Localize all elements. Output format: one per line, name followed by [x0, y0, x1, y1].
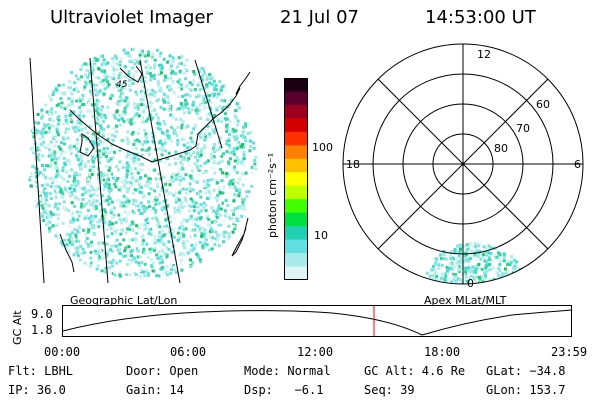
colorbar-segment: [284, 185, 308, 200]
emission-pixels: [425, 242, 524, 284]
colorbar-segment: [284, 104, 308, 119]
colorbar-segment: [284, 172, 308, 187]
longitude-line: [194, 59, 223, 149]
colorbar-segment: [284, 145, 308, 160]
mlt-label-12: 12: [477, 48, 491, 61]
info-gc-alt: GC Alt: 4.6 Re: [364, 364, 466, 378]
alt-xtick-1200: 12:00: [297, 345, 334, 359]
info-glat: GLat: −34.8: [486, 364, 566, 378]
longitude-line: [139, 59, 181, 284]
colorbar-segment: [284, 266, 308, 280]
info-filter: Flt: LBHL: [8, 364, 74, 378]
coastline: [231, 217, 249, 257]
colorbar-segment: [284, 253, 308, 268]
alt-ytick-low: 1.8: [31, 323, 53, 337]
color-bar: [284, 78, 308, 280]
alt-plot-ylabel: GC Alt: [11, 310, 24, 345]
info-door: Door: Open: [126, 364, 199, 378]
alt-xtick-0000: 00:00: [44, 345, 81, 359]
geographic-image-panel: 45: [28, 47, 258, 284]
info-mode: Mode: Normal: [244, 364, 331, 378]
mlt-label-18: 18: [346, 158, 360, 171]
coastline: [235, 71, 251, 95]
coastline: [59, 233, 75, 273]
colorbar-segment: [284, 212, 308, 227]
mlt-label-6: 6: [574, 158, 581, 171]
colorbar-segment: [284, 91, 308, 106]
polar-panel-label: Apex MLat/MLT: [424, 294, 507, 307]
alt-xtick-1800: 18:00: [424, 345, 461, 359]
alt-xtick-2359: 23:59: [551, 345, 588, 359]
mlt-label-0: 0: [467, 277, 474, 290]
info-gain: Gain: 14: [126, 383, 184, 397]
polar-diagonal: [377, 78, 549, 250]
latitude-tick-label: 45: [116, 80, 128, 90]
info-seq: Seq: 39: [364, 383, 415, 397]
info-ip: IP: 36.0: [8, 383, 66, 397]
geo-panel-label: Geographic Lat/Lon: [70, 294, 178, 307]
colorbar-segment: [284, 118, 308, 133]
mlat-label-80: 80: [494, 142, 508, 155]
colorbar-tick-100: 100: [312, 141, 333, 154]
alt-xtick-0600: 06:00: [170, 345, 207, 359]
mlat-label-60: 60: [536, 98, 550, 111]
longitude-line: [29, 57, 45, 284]
colorbar-unit-label: photon cm⁻²s⁻¹: [266, 152, 279, 238]
coastline: [119, 65, 143, 83]
coastline: [79, 133, 95, 157]
colorbar-segment: [284, 158, 308, 173]
polar-mlat-mlt-panel: 12 18 6 0 60 70 80: [342, 43, 584, 290]
mlat-label-70: 70: [516, 122, 530, 135]
time-label: 14:53:00 UT: [425, 7, 536, 28]
alt-ytick-high: 9.0: [31, 307, 53, 321]
colorbar-segment: [284, 78, 308, 92]
emission-pixels: [28, 47, 258, 280]
info-glon: GLon: 153.7: [486, 383, 566, 397]
altitude-curve: [62, 309, 572, 336]
coastline: [69, 87, 241, 163]
date-label: 21 Jul 07: [280, 7, 359, 28]
colorbar-segment: [284, 226, 308, 241]
instrument-title: Ultraviolet Imager: [50, 7, 213, 28]
colorbar-tick-10: 10: [314, 229, 328, 242]
longitude-line: [89, 57, 109, 284]
colorbar-segment: [284, 239, 308, 254]
altitude-plot: [62, 305, 572, 337]
colorbar-segment: [284, 131, 308, 146]
colorbar-segment: [284, 199, 308, 214]
info-dsp: Dsp: −6.1: [244, 383, 324, 397]
